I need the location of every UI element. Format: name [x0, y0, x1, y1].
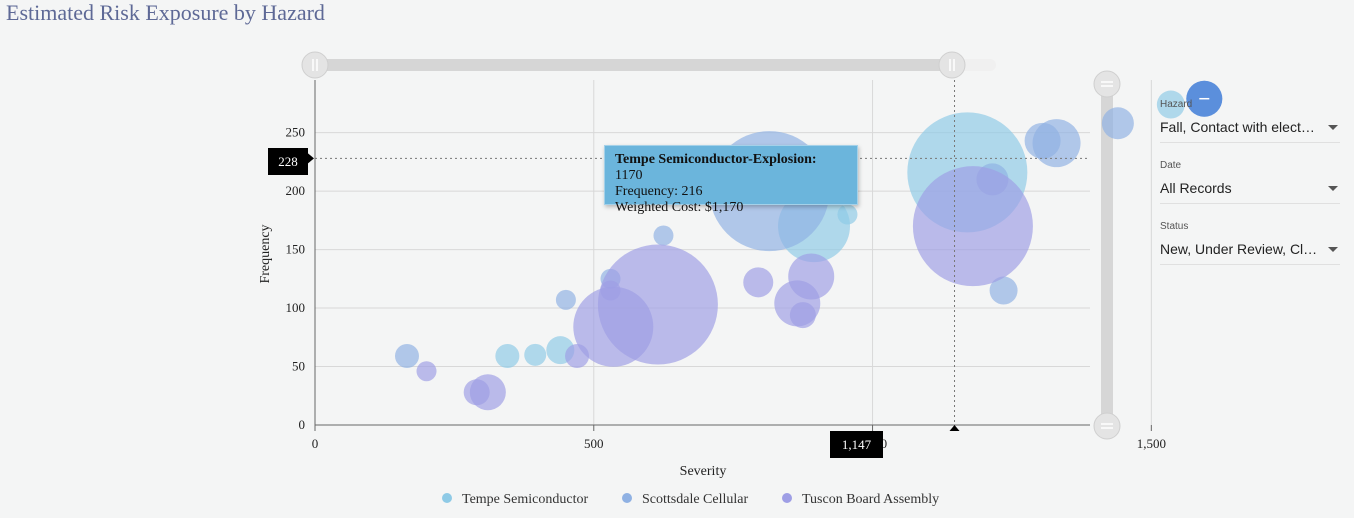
x-zoom-handle-right[interactable]: [938, 51, 966, 79]
y-crosshair-value: 228: [268, 148, 308, 175]
tooltip-weighted-cost: Weighted Cost: $1,170: [615, 200, 744, 215]
bubble-tuscon-board-assembly[interactable]: [416, 361, 437, 382]
bubble-tempe-semiconductor[interactable]: [495, 344, 520, 368]
bubble-scottsdale-cellular[interactable]: [989, 276, 1018, 305]
y-zoom-handle-top[interactable]: [1093, 70, 1121, 98]
date-select[interactable]: All Records: [1160, 173, 1340, 204]
bubble-tooltip: Tempe Semiconductor-Explosion: 1170 Freq…: [604, 145, 858, 215]
bubble-tempe-semiconductor[interactable]: [524, 343, 547, 366]
legend[interactable]: Tempe Semiconductor Scottsdale Cellular Tu…: [442, 492, 939, 507]
chevron-down-icon: [1328, 247, 1338, 252]
legend-label: Scottsdale Cellular: [642, 492, 748, 507]
bubble-tuscon-board-assembly[interactable]: [469, 374, 506, 411]
y-tick-label: 250: [286, 125, 306, 140]
bubble-tuscon-board-assembly[interactable]: [789, 302, 816, 329]
date-select-value: All Records: [1160, 180, 1232, 196]
status-select[interactable]: New, Under Review, Clos...: [1160, 234, 1340, 265]
x-tick-label: 500: [584, 436, 604, 451]
date-filter-label: Date: [1160, 160, 1182, 171]
chevron-down-icon: [1328, 186, 1338, 191]
bubble-tuscon-board-assembly[interactable]: [788, 253, 835, 300]
hazard-filter-label: Hazard: [1160, 99, 1193, 110]
legend-swatch: [782, 493, 792, 503]
legend-item-scottsdale-cellular[interactable]: Scottsdale Cellular: [622, 492, 748, 507]
crosshair: [308, 80, 1090, 431]
tooltip-frequency: Frequency: 216: [615, 184, 703, 199]
bubble-tuscon-board-assembly[interactable]: [597, 244, 718, 365]
date-filter: Date All Records: [1160, 159, 1340, 204]
hazard-select[interactable]: Fall, Contact with electri...: [1160, 112, 1340, 143]
y-tick-label: 150: [286, 242, 306, 257]
status-filter: Status New, Under Review, Clos...: [1160, 220, 1340, 265]
y-tick-label: 50: [292, 359, 305, 374]
legend-label: Tuscon Board Assembly: [802, 492, 939, 507]
filter-panel: Hazard Fall, Contact with electri... Dat…: [1160, 98, 1340, 281]
legend-item-tuscon-board-assembly[interactable]: Tuscon Board Assembly: [782, 492, 939, 507]
legend-swatch: [622, 493, 632, 503]
x-crosshair-pointer: [949, 425, 960, 431]
bubbles[interactable]: [394, 80, 1223, 411]
y-tick-label: 100: [286, 300, 306, 315]
bubble-tuscon-board-assembly[interactable]: [743, 267, 774, 298]
bubble-scottsdale-cellular[interactable]: [394, 344, 419, 368]
x-zoom-slider[interactable]: [301, 51, 996, 79]
legend-swatch: [442, 493, 452, 503]
bubble-scottsdale-cellular[interactable]: [1032, 119, 1081, 168]
status-filter-label: Status: [1160, 221, 1189, 232]
status-select-value: New, Under Review, Clos...: [1160, 241, 1330, 257]
y-axis-title: Frequency: [258, 224, 273, 283]
y-tick-label: 0: [299, 417, 306, 432]
x-zoom-handle-left[interactable]: [301, 51, 329, 79]
x-crosshair-value: 1,147: [830, 431, 883, 458]
x-tick-label: 1,500: [1137, 436, 1166, 451]
y-tick-label: 200: [286, 183, 306, 198]
tooltip-title-value: 1170: [615, 168, 643, 183]
x-axis-title: Severity: [680, 464, 727, 479]
bubble-tempe-semiconductor[interactable]: [837, 204, 858, 225]
bubble-scottsdale-cellular[interactable]: [1101, 107, 1134, 140]
legend-item-tempe-semiconductor[interactable]: Tempe Semiconductor: [442, 492, 588, 507]
tooltip-title: Tempe Semiconductor-Explosion:: [615, 152, 817, 167]
y-crosshair-pointer: [308, 153, 314, 164]
bubble-scottsdale-cellular[interactable]: [653, 225, 674, 246]
hazard-filter: Hazard Fall, Contact with electri...: [1160, 98, 1340, 143]
page-title: Estimated Risk Exposure by Hazard: [6, 0, 325, 25]
chevron-down-icon: [1328, 125, 1338, 130]
y-zoom-slider[interactable]: [1093, 70, 1121, 440]
bubble-scottsdale-cellular[interactable]: [555, 289, 576, 310]
legend-label: Tempe Semiconductor: [462, 492, 588, 507]
bubble-tempe-semiconductor[interactable]: [1156, 90, 1185, 119]
x-tick-label: 0: [312, 436, 319, 451]
bubble-tuscon-board-assembly[interactable]: [912, 166, 1033, 287]
y-zoom-handle-bottom[interactable]: [1093, 412, 1121, 440]
hazard-select-value: Fall, Contact with electri...: [1160, 119, 1321, 135]
